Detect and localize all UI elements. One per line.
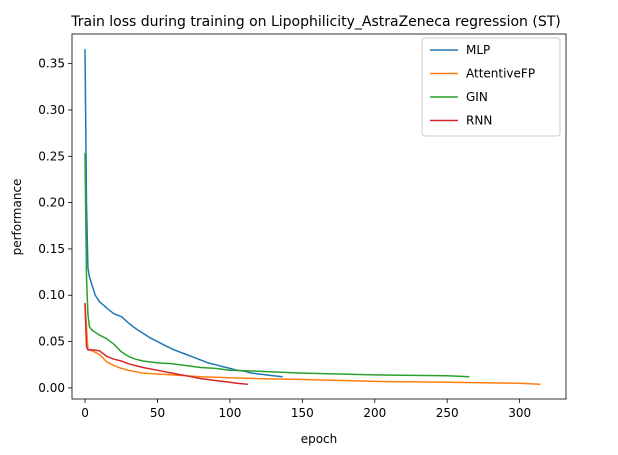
legend-label: MLP — [466, 43, 490, 57]
x-tick-label: 250 — [436, 406, 459, 420]
x-tick-label: 100 — [218, 406, 241, 420]
chart-title: Train loss during training on Lipophilic… — [70, 14, 561, 30]
y-axis-label: performance — [10, 179, 24, 256]
y-tick-label: 0.25 — [38, 149, 65, 163]
x-tick-label: 50 — [150, 406, 165, 420]
y-tick-label: 0.05 — [38, 335, 65, 349]
y-tick-label: 0.15 — [38, 242, 65, 256]
series-layer — [84, 48, 541, 385]
legend-item-mlp: MLP — [430, 43, 490, 57]
legend-label: AttentiveFP — [466, 67, 535, 81]
ticks-layer: 0 50 100 150 200 250 300 0.00 0.05 0.10 0.15 0.20 0.… — [38, 57, 531, 420]
x-tick-label: 300 — [508, 406, 531, 420]
y-tick-label: 0.10 — [38, 288, 65, 302]
plot-frame — [71, 33, 567, 400]
legend-label: RNN — [466, 114, 492, 128]
series-line-attentivefp — [84, 302, 541, 385]
y-tick-label: 0.35 — [38, 57, 65, 71]
x-tick-label: 200 — [363, 406, 386, 420]
y-tick-label: 0.00 — [38, 381, 65, 395]
legend-item-attentivefp: AttentiveFP — [430, 67, 535, 81]
y-tick-label: 0.20 — [38, 196, 65, 210]
legend: MLP AttentiveFP GIN RNN — [421, 37, 561, 137]
legend-item-rnn: RNN — [430, 114, 492, 128]
x-tick-label: 0 — [81, 406, 89, 420]
x-tick-label: 150 — [291, 406, 314, 420]
legend-label: GIN — [466, 90, 488, 104]
series-line-rnn — [84, 302, 249, 385]
legend-item-gin: GIN — [430, 90, 488, 104]
y-tick-label: 0.30 — [38, 103, 65, 117]
series-line-gin — [84, 152, 470, 378]
legend-box — [421, 37, 561, 137]
x-axis-label: epoch — [301, 432, 338, 446]
